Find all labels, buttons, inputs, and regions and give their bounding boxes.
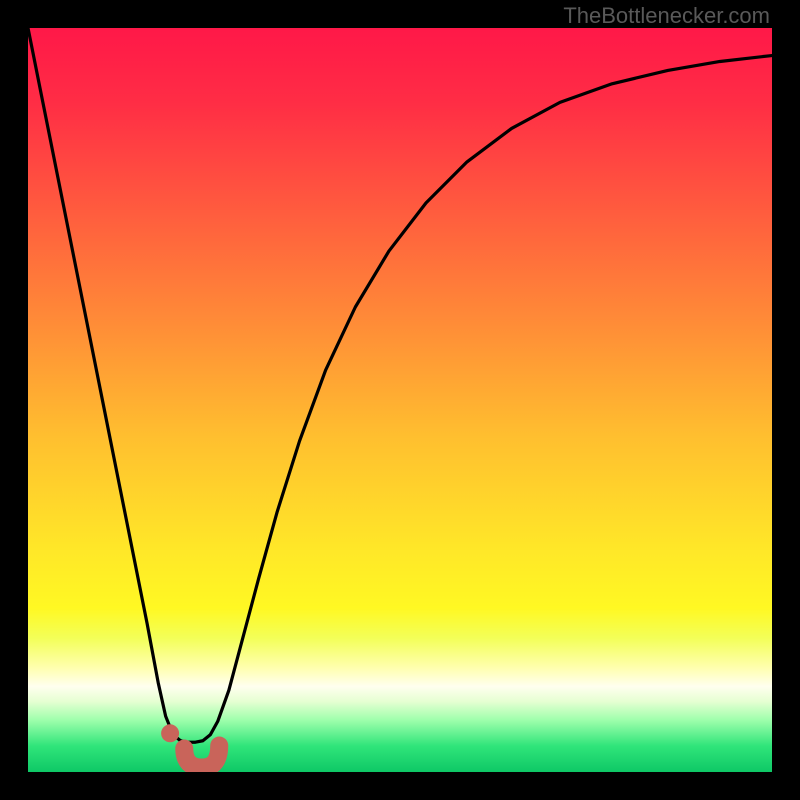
gradient-background	[28, 28, 772, 772]
watermark-label: TheBottlenecker.com	[563, 3, 770, 29]
chart-svg	[28, 28, 772, 772]
marker-dot	[161, 724, 179, 742]
plot-area	[28, 28, 772, 772]
